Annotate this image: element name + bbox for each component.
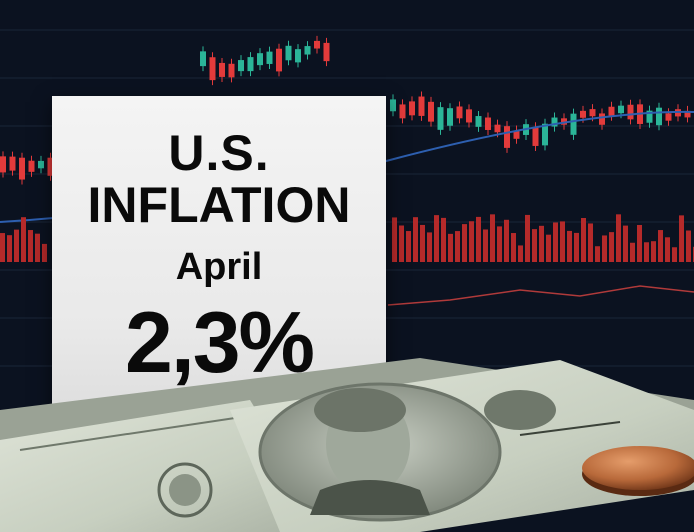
volume-bar xyxy=(630,242,635,262)
banknote-stack xyxy=(0,358,694,532)
volume-bar xyxy=(441,217,446,262)
volume-bar xyxy=(14,229,19,262)
volume-bar xyxy=(553,222,558,262)
volume-bar xyxy=(644,242,649,262)
volume-bar xyxy=(497,226,502,262)
volume-bar xyxy=(462,224,467,262)
volume-bar xyxy=(434,215,439,262)
candlestick-series xyxy=(0,35,691,185)
volume-bar xyxy=(672,247,677,262)
indicator-line xyxy=(387,285,694,306)
volume-bar xyxy=(623,225,628,262)
volume-bar xyxy=(518,245,523,262)
volume-bar xyxy=(574,232,579,262)
volume-bar xyxy=(567,230,572,262)
volume-bar xyxy=(525,214,530,262)
volume-bar xyxy=(42,243,47,262)
volume-bar xyxy=(560,221,565,262)
volume-bar xyxy=(35,233,40,262)
volume-bar xyxy=(686,230,691,262)
volume-bar xyxy=(546,234,551,262)
volume-bar xyxy=(427,232,432,262)
volume-bar xyxy=(581,217,586,262)
volume-bar xyxy=(616,214,621,262)
volume-bar xyxy=(595,246,600,262)
volume-bar xyxy=(476,216,481,262)
banknote-main xyxy=(230,360,694,532)
volume-bar xyxy=(609,232,614,262)
volume-bars xyxy=(0,214,694,262)
volume-bar xyxy=(588,223,593,262)
emblem-icon xyxy=(484,390,556,430)
volume-bar xyxy=(469,221,474,262)
volume-bar xyxy=(455,231,460,262)
volume-bar xyxy=(392,217,397,262)
volume-bar xyxy=(420,224,425,262)
volume-bar xyxy=(532,229,537,262)
volume-bar xyxy=(406,231,411,262)
volume-bar xyxy=(7,235,12,262)
volume-bar xyxy=(665,237,670,262)
volume-bar xyxy=(679,215,684,262)
volume-bar xyxy=(448,233,453,262)
volume-bar xyxy=(539,225,544,262)
volume-bar xyxy=(413,217,418,262)
volume-bar xyxy=(21,217,26,262)
volume-bar xyxy=(658,230,663,262)
volume-bar xyxy=(637,224,642,262)
volume-bar xyxy=(504,219,509,262)
volume-bar xyxy=(490,214,495,262)
coin-icon xyxy=(582,446,694,496)
volume-bar xyxy=(0,233,5,262)
volume-bar xyxy=(399,225,404,262)
volume-bar xyxy=(602,235,607,262)
volume-bar xyxy=(651,241,656,262)
seal-icon xyxy=(157,462,213,518)
volume-bar xyxy=(483,229,488,262)
volume-bar xyxy=(28,230,33,262)
card-topic: INFLATION xyxy=(87,177,351,233)
volume-bar xyxy=(511,233,516,262)
card-month: April xyxy=(175,246,263,288)
card-country: U.S. xyxy=(168,125,270,181)
